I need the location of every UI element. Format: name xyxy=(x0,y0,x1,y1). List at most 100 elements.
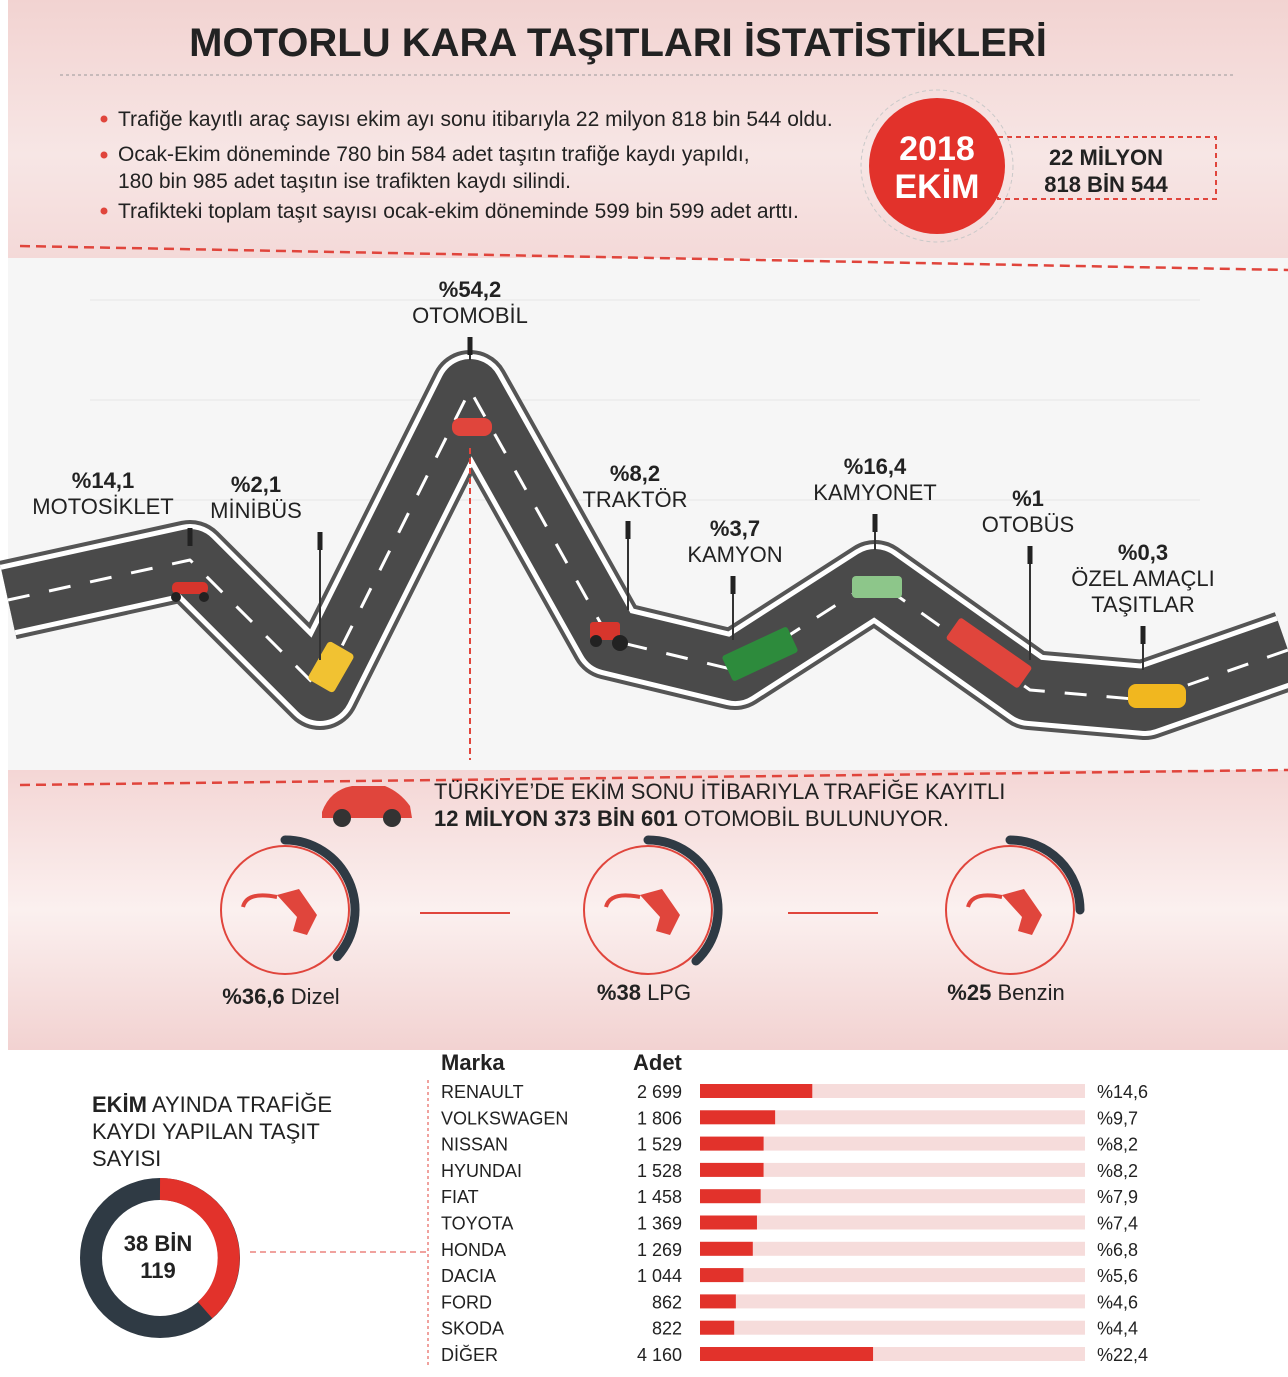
car-note-bold: 12 MİLYON 373 BİN 601 xyxy=(434,806,678,831)
brand-name: RENAULT xyxy=(441,1082,524,1102)
bar xyxy=(700,1110,776,1125)
brand-count: 862 xyxy=(652,1292,682,1312)
brand-name: HONDA xyxy=(441,1240,506,1260)
bullet-text: Trafiğe kayıtlı araç sayısı ekim ayı son… xyxy=(118,108,833,131)
vehicle-name: TRAKTÖR xyxy=(582,487,687,512)
fuel-name: LPG xyxy=(647,980,691,1005)
brand-share: %8,2 xyxy=(1097,1135,1138,1155)
bar xyxy=(700,1136,764,1151)
car-note: 12 MİLYON 373 BİN 601 OTOMOBİL BULUNUYOR… xyxy=(434,806,949,831)
header-bg xyxy=(8,0,1288,258)
vehicle-icons xyxy=(171,418,1186,708)
vehicle-name: KAMYON xyxy=(687,542,782,567)
fuel-ring xyxy=(220,845,350,975)
bar-track xyxy=(700,1241,1085,1256)
brand-count: 2 699 xyxy=(637,1082,682,1102)
brand-name: HYUNDAI xyxy=(441,1161,522,1181)
bar xyxy=(700,1215,757,1230)
total-line: 818 BİN 544 xyxy=(1044,172,1168,197)
vehicle-percent: %1 xyxy=(1012,486,1044,511)
reg-total: 119 xyxy=(140,1258,176,1283)
fuel-label: %25 Benzin xyxy=(947,980,1064,1005)
fuel-ring xyxy=(945,845,1075,975)
vehicle-percent: %14,1 xyxy=(72,468,134,493)
bullet-text: Trafikteki toplam taşıt sayısı ocak-ekim… xyxy=(118,200,799,223)
brand-count: 1 806 xyxy=(637,1108,682,1128)
brand-name: FIAT xyxy=(441,1187,479,1207)
vehicle-name: OTOBÜS xyxy=(982,512,1075,537)
bar xyxy=(700,1268,744,1283)
reg-heading: KAYDI YAPILAN TAŞIT xyxy=(92,1119,320,1144)
bullet-text: 180 bin 985 adet taşıtın ise trafikten k… xyxy=(118,170,571,193)
brand-share: %9,7 xyxy=(1097,1108,1138,1128)
brand-count: 1 529 xyxy=(637,1135,682,1155)
fuel-ring xyxy=(583,845,713,975)
fuel-icon xyxy=(1002,889,1042,935)
brand-name: DACIA xyxy=(441,1266,496,1286)
bullets: Trafiğe kayıtlı araç sayısı ekim ayı son… xyxy=(100,108,833,223)
column-header: Marka xyxy=(441,1050,505,1075)
brand-share: %4,6 xyxy=(1097,1292,1138,1312)
bar xyxy=(700,1162,764,1177)
vehicle-name: MOTOSİKLET xyxy=(32,494,173,519)
bg-lines xyxy=(90,299,1200,501)
total-line: 22 MİLYON xyxy=(1049,145,1163,170)
title: MOTORLU KARA TAŞITLARI İSTATİSTİKLERİ xyxy=(189,21,1047,65)
reg-donut-arc xyxy=(159,1178,240,1319)
brand-name: TOYOTA xyxy=(441,1214,513,1234)
badge-ring xyxy=(860,89,1014,243)
road xyxy=(0,350,1288,740)
divider xyxy=(19,768,1288,787)
bullet-dot xyxy=(100,207,108,215)
brand-share: %7,9 xyxy=(1097,1187,1138,1207)
bullet-text: Ocak-Ekim döneminde 780 bin 584 adet taş… xyxy=(118,143,750,166)
fuel-icon xyxy=(640,889,680,935)
bar xyxy=(700,1241,753,1256)
bar-track xyxy=(700,1294,1085,1309)
brand-name: NISSAN xyxy=(441,1135,508,1155)
reg-heading: SAYISI xyxy=(92,1146,161,1171)
bullet-dot xyxy=(100,115,108,123)
reg-heading-text: AYINDA TRAFİĞE xyxy=(152,1092,332,1117)
brand-name: VOLKSWAGEN xyxy=(441,1108,568,1128)
brand-count: 822 xyxy=(652,1319,682,1339)
bullet-dot xyxy=(100,151,108,159)
fuel-arc xyxy=(1005,835,1085,915)
bar-track xyxy=(700,1215,1085,1230)
brand-count: 1 528 xyxy=(637,1161,682,1181)
brand-share: %5,6 xyxy=(1097,1266,1138,1286)
brand-name: FORD xyxy=(441,1292,492,1312)
reg-total: 38 BİN xyxy=(124,1231,192,1256)
brand-count: 1 269 xyxy=(637,1240,682,1260)
brand-count: 1 458 xyxy=(637,1187,682,1207)
bar xyxy=(700,1189,761,1204)
vehicle-percent: %54,2 xyxy=(439,277,501,302)
brand-count: 1 369 xyxy=(637,1214,682,1234)
bar-track xyxy=(700,1136,1085,1151)
vehicle-name: MİNİBÜS xyxy=(210,498,302,523)
brand-share: %22,4 xyxy=(1097,1345,1148,1365)
badge-year: 2018 xyxy=(899,130,975,168)
fuel-hose xyxy=(966,893,1003,908)
brand-share: %7,4 xyxy=(1097,1214,1138,1234)
fuel-percent: %25 xyxy=(947,980,991,1005)
brand-share: %6,8 xyxy=(1097,1240,1138,1260)
fuel-hose xyxy=(604,893,641,908)
bar-track xyxy=(700,1162,1085,1177)
fuel-percent: %36,6 xyxy=(222,984,284,1009)
vehicle-percent: %2,1 xyxy=(231,472,281,497)
bar-track xyxy=(700,1320,1085,1335)
brand-share: %4,4 xyxy=(1097,1319,1138,1339)
car-note-rest: OTOMOBİL BULUNUYOR. xyxy=(684,806,949,831)
fuel-arc xyxy=(643,835,723,966)
vehicle-percent: %0,3 xyxy=(1118,540,1168,565)
car-icon xyxy=(322,786,412,827)
total-box xyxy=(997,136,1217,200)
fuel-arc xyxy=(280,835,360,962)
reg-heading: EKİM AYINDA TRAFİĞE xyxy=(92,1092,332,1117)
brand-count: 4 160 xyxy=(637,1345,682,1365)
vehicle-name: ÖZEL AMAÇLI xyxy=(1071,566,1214,591)
bar xyxy=(700,1347,874,1361)
brand-name: SKODA xyxy=(441,1319,504,1339)
